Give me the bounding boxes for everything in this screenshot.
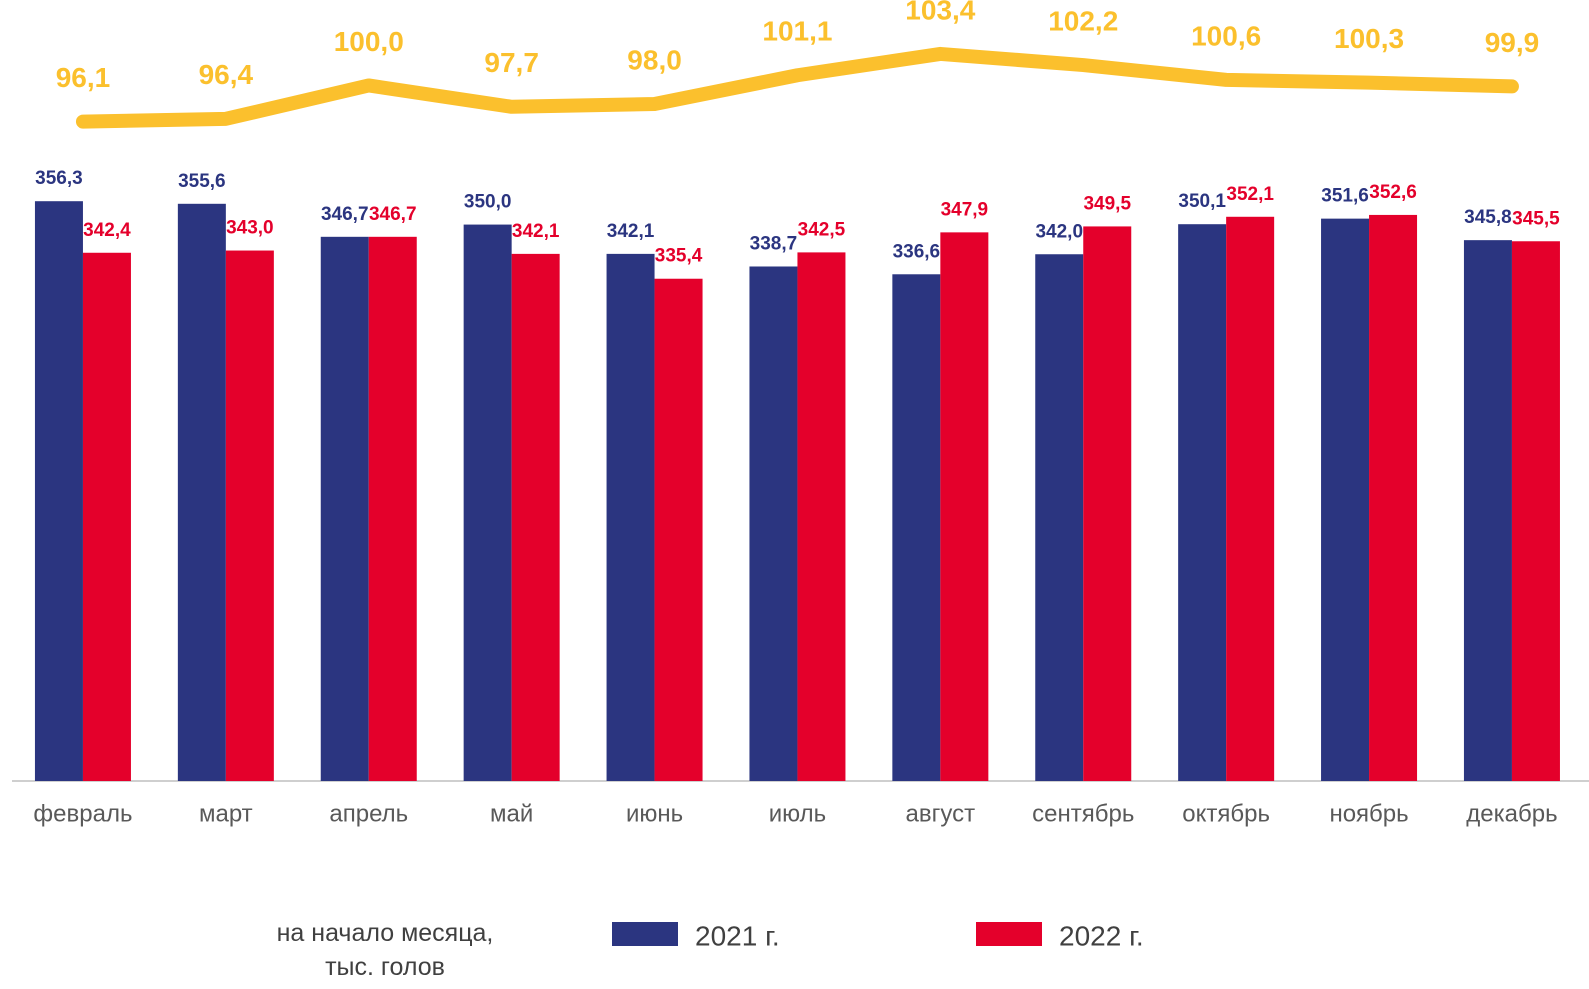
bar-value-label: 345,8: [1464, 207, 1512, 228]
unit-note: на начало месяца, тыс. голов: [276, 919, 494, 981]
bar: [1511, 241, 1560, 781]
line-value-label: 96,1: [56, 62, 111, 93]
bar: [1369, 214, 1418, 782]
line-value-label: 100,6: [1191, 20, 1261, 51]
bar-value-label: 352,6: [1369, 182, 1417, 203]
bar-value-label: 342,4: [83, 220, 131, 241]
bar-value-label: 343,0: [226, 218, 274, 239]
bar: [1463, 240, 1512, 781]
line-value-label: 101,1: [762, 16, 832, 47]
bar: [940, 232, 989, 781]
bar: [749, 266, 798, 782]
line-value-label: 102,2: [1048, 5, 1118, 36]
bar: [225, 250, 274, 782]
bar: [797, 252, 846, 782]
x-tick-label: март: [199, 800, 253, 827]
x-tick-label: февраль: [33, 800, 132, 827]
bar: [177, 203, 226, 781]
bar-value-label: 342,0: [1035, 221, 1083, 242]
bar-value-label: 347,9: [941, 199, 989, 220]
bar: [892, 274, 941, 781]
bar: [1226, 216, 1275, 781]
bar-value-label: 349,5: [1083, 193, 1131, 214]
bar: [463, 224, 512, 782]
bar-value-label: 345,5: [1512, 208, 1560, 229]
bar: [320, 236, 369, 781]
bar: [606, 253, 655, 782]
line-value-label: 100,0: [334, 26, 404, 57]
bar-value-label: 350,0: [464, 192, 512, 213]
bar-value-label: 346,7: [369, 204, 417, 225]
x-tick-label: ноябрь: [1329, 800, 1408, 827]
x-tick-label: октябрь: [1182, 800, 1270, 827]
bar: [368, 236, 417, 781]
x-tick-label: август: [906, 800, 976, 827]
bar: [511, 253, 560, 782]
line-value-label: 99,9: [1485, 27, 1540, 58]
x-tick-label: июль: [769, 800, 826, 827]
bar: [34, 201, 83, 782]
x-tick-label: июнь: [626, 800, 683, 827]
bar: [1321, 218, 1370, 782]
line-value-label: 97,7: [484, 47, 539, 78]
line-value-label: 103,4: [905, 0, 975, 25]
bar-value-label: 350,1: [1178, 191, 1226, 212]
x-tick-label: апрель: [329, 800, 408, 827]
bar-value-label: 352,1: [1226, 184, 1274, 205]
bar-value-label: 355,6: [178, 171, 226, 192]
bar-value-label: 336,6: [893, 241, 941, 262]
bar-value-label: 356,3: [35, 168, 83, 189]
legend-swatch: [612, 922, 678, 946]
legend-swatch: [976, 922, 1042, 946]
x-tick-label: май: [490, 800, 533, 827]
x-tick-label: сентябрь: [1032, 800, 1134, 827]
bar: [1178, 224, 1227, 782]
bar-value-label: 342,1: [512, 221, 560, 242]
line-value-label: 100,3: [1334, 23, 1404, 54]
bar: [654, 278, 703, 781]
legend-label: 2022 г.: [1059, 920, 1144, 951]
bar-value-label: 346,7: [321, 204, 369, 225]
bar: [1035, 254, 1084, 781]
bar-value-label: 342,5: [798, 219, 846, 240]
legend-label: 2021 г.: [695, 920, 780, 951]
bar-value-label: 335,4: [655, 246, 703, 267]
bar: [1083, 226, 1132, 781]
line-value-label: 96,4: [199, 59, 254, 90]
x-tick-label: декабрь: [1466, 800, 1557, 827]
line: [75, 46, 1519, 129]
line-value-label: 98,0: [627, 44, 682, 75]
bar-value-label: 338,7: [750, 234, 798, 255]
bar: [82, 252, 131, 782]
bar-value-label: 351,6: [1321, 186, 1369, 207]
bar-value-label: 342,1: [607, 221, 655, 242]
